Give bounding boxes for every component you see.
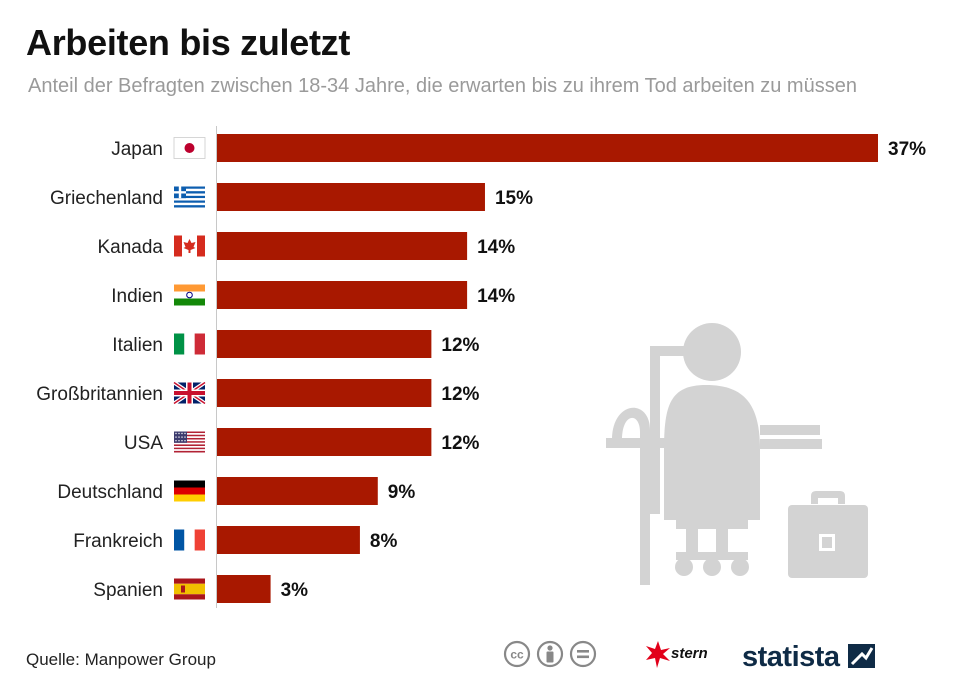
flags-layer [172,137,207,600]
value-label: 12% [441,384,479,405]
canada-flag-icon [174,235,205,257]
by-icon [536,640,564,668]
value-label: 8% [370,531,398,552]
bar-griechenland [217,183,485,211]
category-label: Griechenland [50,188,163,209]
bar-indien [217,281,468,309]
italy-flag-icon [174,333,205,355]
bar-japan [217,134,878,162]
chart-title: Arbeiten bis zuletzt [26,22,351,63]
stern-star-icon: stern [646,641,708,668]
bars-layer: 37% Japan 15% Griechenland 14% Kanada 14% Indie… [36,134,926,603]
bar-großbritannien [217,379,432,407]
bar-spanien [217,575,271,603]
category-label: Großbritannien [36,384,163,405]
category-label: Japan [111,139,163,160]
briefcase-icon [788,491,868,578]
japan-flag-icon [173,137,206,159]
statista-wordmark: statista [742,641,841,672]
value-label: 12% [441,433,479,454]
category-label: Italien [112,335,163,356]
cc-icon: cc [503,640,531,668]
elderly-worker-illustration-icon [606,323,822,585]
value-label: 3% [281,580,309,601]
india-flag-icon [174,284,205,306]
license-icons: cc [503,640,597,668]
value-label: 15% [495,188,533,209]
bar-chart: 37% Japan 15% Griechenland 14% Kanada 14% Indie… [36,126,926,608]
category-label: Kanada [97,237,163,258]
value-label: 9% [388,482,416,503]
chart-subtitle: Anteil der Befragten zwischen 18-34 Jahr… [28,75,857,97]
value-label: 14% [477,286,515,307]
svg-text:cc: cc [510,648,524,662]
category-label: Spanien [93,580,163,601]
category-label: Indien [111,286,163,307]
statista-logo: statista [742,636,882,677]
value-label: 14% [477,237,515,258]
usa-flag-icon [174,431,205,453]
category-label: Frankreich [73,531,163,552]
spain-flag-icon [174,578,205,600]
bar-frankreich [217,526,360,554]
greece-flag-icon [174,186,205,208]
value-label: 12% [441,335,479,356]
bar-kanada [217,232,468,260]
category-label: USA [124,433,163,454]
germany-flag-icon [174,480,205,502]
bar-usa [217,428,432,456]
uk-flag-icon [172,380,207,406]
stern-wordmark: stern [671,645,708,662]
category-label: Deutschland [57,482,163,503]
nd-icon [569,640,597,668]
value-label: 37% [888,139,926,160]
source-label: Quelle: Manpower Group [26,650,216,669]
bar-italien [217,330,432,358]
stern-logo: stern [645,640,725,675]
bar-deutschland [217,477,378,505]
statista-logo-icon [848,644,875,668]
france-flag-icon [174,529,205,551]
